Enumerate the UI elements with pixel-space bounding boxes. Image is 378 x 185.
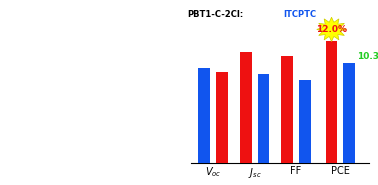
Bar [216, 72, 228, 163]
Bar [299, 80, 311, 163]
Bar [257, 74, 270, 163]
Bar [343, 63, 355, 163]
Bar [240, 52, 252, 163]
Bar [198, 68, 210, 163]
Bar [281, 56, 293, 163]
Text: ITCPTC: ITCPTC [283, 10, 316, 19]
Text: 12.0%: 12.0% [316, 25, 347, 34]
Text: PBT1-C-2Cl:: PBT1-C-2Cl: [187, 10, 243, 19]
Text: 10.3%: 10.3% [357, 52, 378, 61]
Polygon shape [317, 17, 346, 41]
Bar [325, 41, 338, 163]
